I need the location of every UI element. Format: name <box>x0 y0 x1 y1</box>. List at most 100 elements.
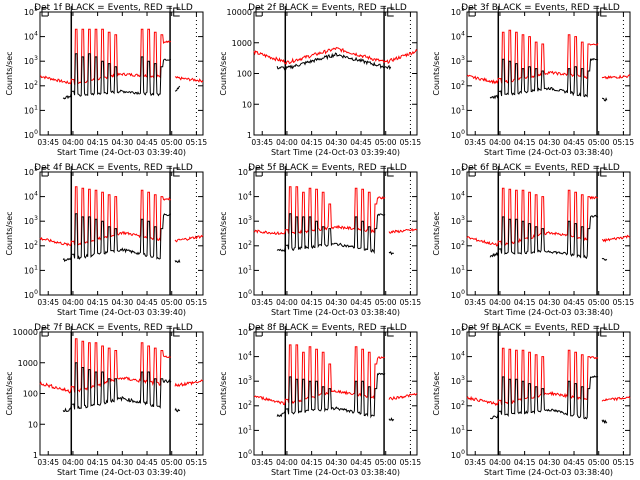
x-tick-label: 05:15 <box>400 138 422 147</box>
y-tick-exponent: 5 <box>461 166 465 173</box>
bracket-marker <box>600 327 607 337</box>
y-tick-label: 10 <box>238 291 248 300</box>
y-tick-label: 1 <box>247 131 252 140</box>
y-tick-exponent: 3 <box>461 375 465 382</box>
y-tick-exponent: 4 <box>248 351 252 358</box>
y-tick-label: 10 <box>24 106 34 115</box>
y-axis-label: Counts/sec <box>432 51 441 95</box>
x-tick-label: 04:00 <box>489 298 511 307</box>
x-tick-label: 05:15 <box>186 138 208 147</box>
bracket-marker <box>600 167 607 177</box>
y-tick-exponent: 1 <box>248 264 252 271</box>
bracket-marker <box>173 7 180 17</box>
x-tick-label: 04:15 <box>87 298 109 307</box>
events-series-line <box>62 53 181 100</box>
y-tick-exponent: 1 <box>461 264 465 271</box>
x-tick-label: 03:45 <box>37 298 59 307</box>
x-axis-label: Start Time (24-Oct-03 03:39:40) <box>271 148 400 157</box>
bracket-marker <box>41 7 48 17</box>
y-tick-exponent: 2 <box>461 80 465 87</box>
panel-7: Det 7f BLACK = Events, RED = LLD 1 10 100 10… <box>5 323 207 477</box>
events-series-line <box>276 213 395 256</box>
events-series-line <box>276 52 392 71</box>
x-tick-label: 04:45 <box>350 298 372 307</box>
y-tick-exponent: 0 <box>248 449 252 456</box>
y-tick-exponent: 0 <box>248 289 252 296</box>
lld-series-line <box>466 29 631 85</box>
y-tick-exponent: 3 <box>34 215 38 222</box>
y-tick-label: 10 <box>451 377 461 386</box>
plot-frame <box>253 11 418 136</box>
y-tick-label: 10 <box>238 426 248 435</box>
y-tick-label: 10000 <box>13 328 38 337</box>
y-tick-exponent: 5 <box>461 326 465 333</box>
y-tick-label: 10 <box>238 266 248 275</box>
plot-frame <box>466 11 631 136</box>
y-tick-label: 10 <box>24 168 34 177</box>
lld-series-line <box>253 46 418 65</box>
x-tick-label: 04:45 <box>350 138 372 147</box>
x-tick-label: 03:45 <box>464 458 486 467</box>
x-tick-label: 05:15 <box>186 298 208 307</box>
x-axis-label: Start Time (24-Oct-03 03:39:40) <box>57 468 186 477</box>
y-tick-label: 10 <box>451 8 461 17</box>
x-tick-label: 04:00 <box>62 138 84 147</box>
lld-series-line <box>253 186 418 235</box>
y-tick-label: 10 <box>451 33 461 42</box>
x-tick-label: 04:00 <box>489 138 511 147</box>
y-tick-exponent: 2 <box>248 240 252 247</box>
y-tick-exponent: 3 <box>461 215 465 222</box>
y-axis-label: Counts/sec <box>219 371 228 415</box>
y-tick-exponent: 5 <box>461 6 465 13</box>
x-tick-label: 03:45 <box>37 458 59 467</box>
x-axis-label: Start Time (24-Oct-03 03:38:40) <box>484 148 613 157</box>
y-tick-label: 10 <box>451 426 461 435</box>
y-tick-label: 10 <box>238 242 248 251</box>
bracket-marker <box>255 167 262 177</box>
y-tick-exponent: 2 <box>461 400 465 407</box>
x-axis-label: Start Time (24-Oct-03 03:38:40) <box>271 468 400 477</box>
x-tick-label: 03:45 <box>251 298 273 307</box>
y-tick-label: 10 <box>451 131 461 140</box>
x-tick-label: 04:00 <box>276 138 298 147</box>
y-tick-label: 10 <box>24 57 34 66</box>
y-tick-exponent: 4 <box>34 191 38 198</box>
x-tick-label: 04:00 <box>489 458 511 467</box>
y-tick-exponent: 1 <box>248 424 252 431</box>
y-tick-exponent: 5 <box>248 166 252 173</box>
plot-frame <box>466 331 631 456</box>
y-tick-exponent: 4 <box>34 31 38 38</box>
y-tick-exponent: 0 <box>34 129 38 136</box>
x-tick-label: 05:15 <box>186 458 208 467</box>
x-tick-label: 04:15 <box>301 458 323 467</box>
bracket-marker <box>600 7 607 17</box>
y-tick-label: 10 <box>28 420 38 429</box>
bracket-marker <box>255 7 262 17</box>
x-tick-label: 04:15 <box>301 298 323 307</box>
y-tick-label: 10 <box>24 291 34 300</box>
y-tick-exponent: 4 <box>248 191 252 198</box>
bracket-marker <box>468 327 475 337</box>
y-tick-label: 10 <box>451 57 461 66</box>
panel-2: Det 2f BLACK = Events, RED = LLD 1 10 100 10… <box>219 3 421 157</box>
lld-series-line <box>466 347 631 407</box>
y-tick-label: 10 <box>24 217 34 226</box>
panel-title: Det 7f BLACK = Events, RED = LLD <box>34 323 193 333</box>
y-tick-label: 10 <box>451 328 461 337</box>
y-axis-label: Counts/sec <box>5 211 14 255</box>
y-tick-exponent: 2 <box>34 240 38 247</box>
x-tick-label: 05:00 <box>161 458 183 467</box>
plot-frame <box>39 171 204 296</box>
x-tick-label: 04:30 <box>112 458 134 467</box>
x-tick-label: 04:15 <box>87 458 109 467</box>
y-tick-exponent: 3 <box>461 55 465 62</box>
bracket-marker <box>468 167 475 177</box>
y-tick-exponent: 1 <box>34 104 38 111</box>
panel-title: Det 2f BLACK = Events, RED = LLD <box>248 3 407 13</box>
y-tick-exponent: 0 <box>461 289 465 296</box>
x-tick-label: 05:00 <box>588 138 610 147</box>
plot-frame <box>39 11 204 136</box>
